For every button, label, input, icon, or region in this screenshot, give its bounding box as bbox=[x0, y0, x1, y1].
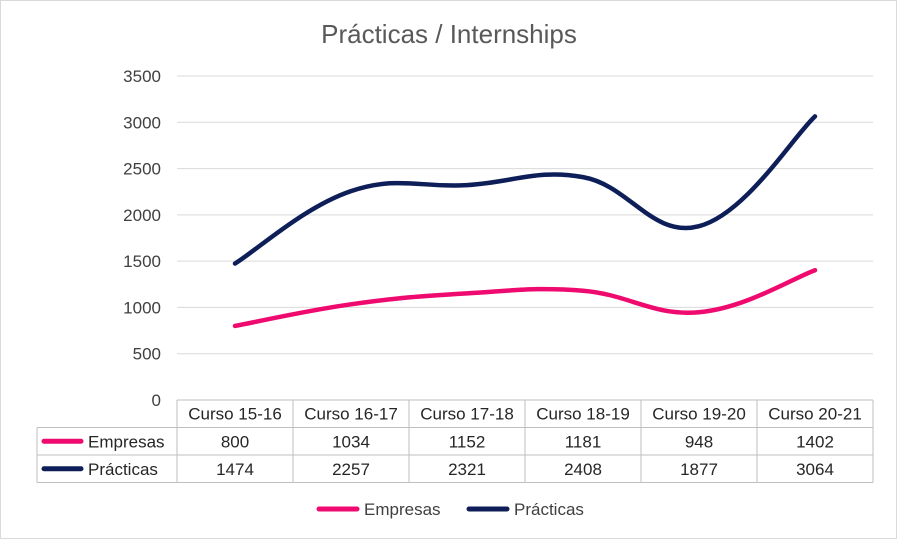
data-label: 1181 bbox=[565, 432, 602, 451]
legend-label-practicas: Prácticas bbox=[514, 500, 584, 519]
gridlines bbox=[177, 75, 873, 355]
data-label: 1034 bbox=[332, 432, 370, 451]
legend-item-empresas: Empresas bbox=[316, 500, 441, 519]
y-tick-label: 3000 bbox=[123, 113, 161, 132]
series-line-empresas bbox=[232, 267, 818, 329]
table-series-name-practicas: Prácticas bbox=[88, 460, 158, 479]
category-label-curso-20-21: Curso 20-21 bbox=[768, 405, 862, 424]
category-label-curso-19-20: Curso 19-20 bbox=[652, 405, 746, 424]
legend-item-practicas: Prácticas bbox=[466, 500, 584, 519]
legend: Empresas Prácticas bbox=[316, 500, 584, 519]
y-axis-tick-labels: 0 500 1000 1500 2000 2500 3000 3500 bbox=[123, 67, 161, 410]
category-label-curso-15-16: Curso 15-16 bbox=[188, 405, 282, 424]
y-tick-label: 1000 bbox=[123, 298, 161, 317]
data-label: 3064 bbox=[796, 460, 834, 479]
data-label: 2408 bbox=[564, 460, 602, 479]
y-tick-label: 0 bbox=[152, 391, 161, 410]
y-tick-label: 2500 bbox=[123, 160, 161, 179]
data-label: 1402 bbox=[796, 432, 834, 451]
data-label: 2321 bbox=[448, 460, 486, 479]
series-line-practicas bbox=[232, 114, 818, 266]
table-series-name-empresas: Empresas bbox=[88, 432, 165, 451]
legend-label-empresas: Empresas bbox=[364, 500, 441, 519]
y-tick-label: 2000 bbox=[123, 206, 161, 225]
data-label: 948 bbox=[685, 432, 713, 451]
y-tick-label: 1500 bbox=[123, 252, 161, 271]
y-tick-label: 500 bbox=[133, 345, 161, 364]
category-label-curso-18-19: Curso 18-19 bbox=[536, 405, 630, 424]
y-tick-label: 3500 bbox=[123, 67, 161, 86]
data-table: Curso 15-16 Curso 16-17 Curso 17-18 Curso 1… bbox=[36, 399, 874, 483]
data-label: 1152 bbox=[449, 432, 486, 451]
data-label: 1877 bbox=[680, 460, 718, 479]
data-label: 2257 bbox=[332, 460, 370, 479]
data-label: 1474 bbox=[216, 460, 254, 479]
data-label: 800 bbox=[221, 432, 249, 451]
chart-title: Prácticas / Internships bbox=[321, 19, 577, 49]
category-label-curso-17-18: Curso 17-18 bbox=[420, 405, 514, 424]
series-lines bbox=[232, 114, 818, 329]
category-label-curso-16-17: Curso 16-17 bbox=[304, 405, 398, 424]
